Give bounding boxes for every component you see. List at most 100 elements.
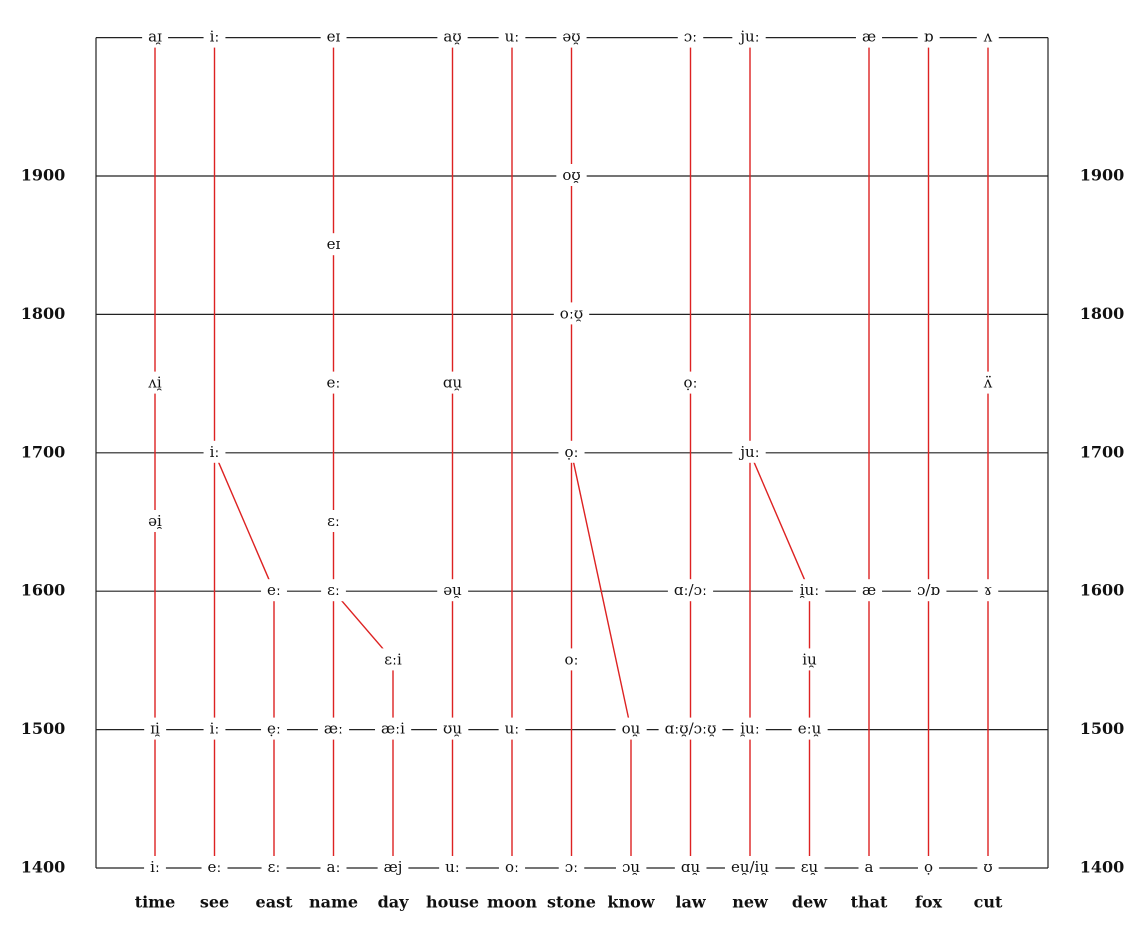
label-background — [203, 717, 226, 740]
label-background — [976, 371, 999, 394]
word-label: that — [851, 893, 888, 912]
label-background — [855, 25, 883, 48]
vowel-label: ɛːi — [384, 650, 402, 668]
label-background — [733, 717, 766, 740]
word-label: cut — [974, 893, 1003, 912]
label-background — [377, 856, 409, 878]
label-background — [732, 440, 766, 463]
vowel-label: ou̯ — [622, 720, 641, 738]
vowel-label: oːʊ̯ — [560, 304, 583, 322]
label-background — [144, 717, 167, 740]
vowel-label: eɪ — [327, 235, 341, 253]
y-tick-label: 1700 — [21, 442, 66, 461]
vowel-label: əu̯ — [443, 581, 462, 599]
vowel-label: oː — [564, 650, 578, 668]
word-label: see — [200, 893, 229, 912]
label-background — [317, 717, 350, 740]
vowel-label: ɛu̯ — [801, 858, 819, 876]
label-background — [321, 510, 346, 532]
y-tick-label: 1600 — [1080, 581, 1125, 600]
vowel-label: ɤ — [984, 581, 992, 599]
label-background — [977, 579, 999, 602]
word-label: law — [675, 893, 706, 912]
word-label: house — [426, 893, 479, 912]
vowel-label: juː — [738, 28, 759, 46]
label-background — [437, 25, 468, 48]
label-background — [677, 371, 704, 394]
label-background — [558, 648, 585, 671]
y-tick-label: 1800 — [1080, 304, 1125, 323]
vowel-label: ɛː — [268, 858, 281, 876]
y-tick-label: 1900 — [21, 166, 66, 185]
vowel-label: ɔu̯ — [622, 858, 640, 876]
label-background — [436, 371, 469, 394]
vowel-label: juː — [738, 443, 759, 461]
label-background — [437, 717, 469, 740]
label-background — [498, 717, 526, 740]
label-background — [320, 371, 347, 394]
vowel-label: əʊ̯ — [562, 28, 580, 46]
vowel-label: eu̯/iu̯ — [731, 858, 769, 876]
y-tick-label: 1400 — [21, 858, 66, 877]
vowel-label: eː — [267, 581, 281, 599]
label-background — [977, 856, 999, 878]
vowel-label: ɔː — [684, 28, 697, 46]
vowel-label: ɒ — [924, 28, 934, 46]
label-background — [144, 856, 166, 878]
vowel-label: ẹː — [267, 720, 281, 738]
vowel-label: eː — [208, 858, 222, 876]
word-label: new — [732, 893, 769, 912]
vowel-label: eɪ — [327, 28, 341, 46]
label-background — [142, 25, 169, 48]
word-label: east — [256, 893, 294, 912]
vowel-label: uː — [445, 858, 460, 876]
vowel-label: oʊ̯ — [562, 166, 580, 184]
vowel-label: æː — [324, 720, 343, 738]
vowel-label: aɪ̯ — [148, 28, 162, 46]
vowel-label: ọ — [924, 858, 933, 876]
vowel-label: æj — [384, 858, 403, 876]
label-background — [261, 856, 287, 878]
label-background — [203, 440, 226, 463]
label-background — [791, 717, 828, 740]
label-background — [203, 25, 226, 48]
label-background — [910, 579, 947, 602]
y-tick-label: 1600 — [21, 581, 66, 600]
vowel-label: ọː — [683, 374, 697, 392]
label-background — [917, 25, 940, 48]
label-background — [261, 717, 287, 740]
label-background — [855, 579, 883, 602]
vowel-label: ɔ/ɒ — [917, 581, 940, 599]
label-background — [658, 717, 723, 740]
label-background — [917, 856, 940, 878]
label-background — [796, 648, 824, 671]
word-label: day — [378, 893, 410, 912]
vowel-label: iː — [210, 443, 220, 461]
vowel-label: ɪi̯ — [150, 720, 160, 738]
vowel-label: æ — [862, 28, 876, 46]
vowel-label: æːi — [381, 720, 405, 738]
label-background — [558, 856, 585, 878]
label-background — [794, 856, 825, 878]
shift-link — [213, 452, 275, 592]
vowel-label: ʌ̈ — [983, 374, 993, 392]
label-background — [141, 371, 168, 394]
vowel-label: ɛː — [327, 581, 340, 599]
label-background — [732, 25, 766, 48]
shift-link — [570, 452, 632, 730]
label-background — [142, 510, 169, 532]
word-label: name — [309, 893, 358, 912]
y-tick-label: 1700 — [1080, 442, 1125, 461]
vowel-label: uː — [505, 28, 520, 46]
labels: 1400 1400 1500 1500 1600 1600 1700 1700 1800 1800… — [21, 25, 1125, 912]
label-background — [375, 717, 412, 740]
y-tick-label: 1400 — [1080, 858, 1125, 877]
vowel-label: eːu̯ — [798, 720, 822, 738]
label-background — [674, 856, 707, 878]
word-label: know — [607, 893, 655, 912]
y-tick-label: 1500 — [21, 719, 66, 738]
label-background — [320, 233, 347, 256]
vowel-label: ɑu̯ — [681, 858, 701, 876]
vowel-label: ɔː — [565, 858, 578, 876]
label-background — [556, 25, 587, 48]
